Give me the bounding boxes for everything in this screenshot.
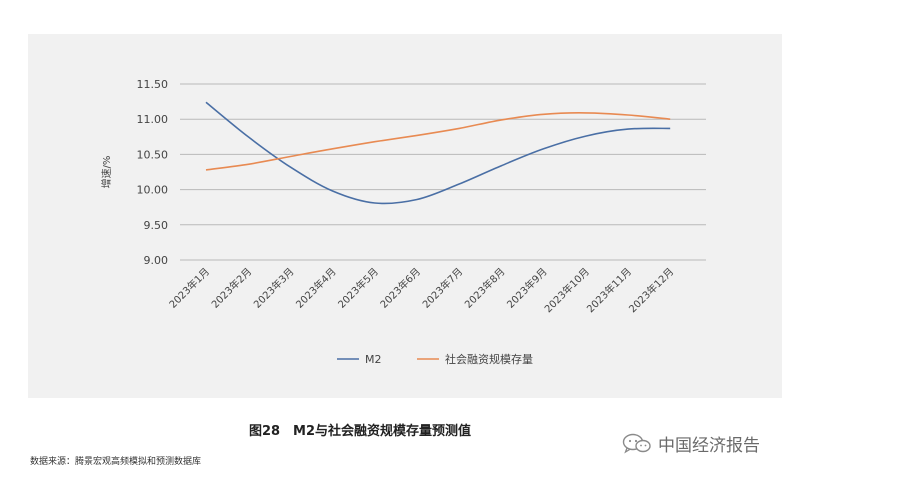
- figure-caption: 图28 M2与社会融资规模存量预测值: [248, 424, 472, 439]
- y-tick-label: 9.50: [144, 219, 169, 232]
- x-tick-label: 2023年7月: [419, 265, 465, 311]
- line-chart: 11.5011.0010.5010.009.509.00增速/%2023年1月2…: [100, 78, 706, 366]
- y-tick-label: 11.00: [137, 113, 169, 126]
- chart-panel: 11.50 11.00 10.50 10.00 9.50 9.00 增速/% 2023年1月 2…: [28, 34, 782, 398]
- legend-label: 社会融资规模存量: [445, 352, 533, 366]
- x-tick-label: 2023年2月: [208, 265, 254, 311]
- legend-label: M2: [365, 353, 382, 366]
- x-tick-label: 2023年12月: [626, 265, 676, 315]
- series-line-0: [205, 101, 671, 205]
- series-line-1: [205, 112, 671, 171]
- x-tick-label: 2023年3月: [251, 265, 297, 311]
- x-tick-label: 2023年6月: [377, 265, 423, 311]
- watermark: 中国经济报告: [622, 431, 760, 456]
- wechat-icon: [622, 433, 652, 455]
- x-tick-label: 2023年9月: [504, 265, 550, 311]
- x-tick-label: 2023年4月: [293, 265, 339, 311]
- y-tick-label: 11.50: [137, 78, 169, 91]
- data-source-note: 数据来源：腾景宏观高频模拟和预测数据库: [30, 457, 202, 467]
- y-tick-label: 10.00: [137, 184, 169, 197]
- watermark-text: 中国经济报告: [658, 436, 760, 456]
- x-tick-label: 2023年5月: [335, 265, 381, 311]
- x-tick-label: 2023年1月: [166, 265, 212, 311]
- y-axis-label: 增速/%: [100, 156, 113, 189]
- y-tick-label: 10.50: [137, 148, 169, 161]
- x-tick-label: 2023年8月: [462, 265, 508, 311]
- y-tick-label: 9.00: [144, 254, 169, 267]
